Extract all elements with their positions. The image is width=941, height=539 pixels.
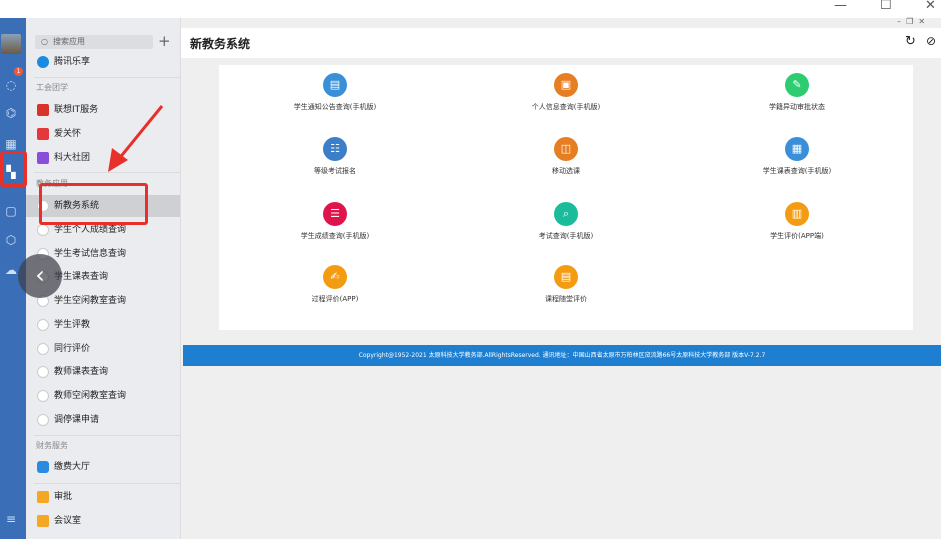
unread-badge: 1 <box>14 67 23 76</box>
compass-icon[interactable]: ⊘ <box>926 34 937 48</box>
app-tile[interactable]: ▤ 学生通知公告查询(手机版) <box>235 73 435 112</box>
sidebar-item[interactable]: 教师课表查询 <box>26 361 180 383</box>
app-icon: ☷ <box>323 137 347 161</box>
maximize-button[interactable]: ☐ <box>880 0 892 13</box>
app-icon: ▦ <box>785 137 809 161</box>
apps-icon[interactable]: ▚ <box>6 165 16 179</box>
sidebar-item[interactable]: 联想IT服务 <box>26 99 180 121</box>
page-title: 新教务系统 <box>190 37 251 51</box>
highlight-box <box>39 183 148 225</box>
title-bar: — ☐ ✕ <box>0 0 941 18</box>
app-label: 过程评价(APP) <box>311 295 359 303</box>
mini-window-controls[interactable]: – ❐ ✕ <box>897 17 926 26</box>
refresh-icon[interactable]: ↻ <box>905 34 916 49</box>
app-label: 学生通知公告查询(手机版) <box>293 103 377 111</box>
app-icon: ▥ <box>785 202 809 226</box>
app-icon: ☰ <box>323 202 347 226</box>
chat-icon[interactable]: ◌ <box>5 78 17 92</box>
highlight-box <box>0 151 27 187</box>
annotation-arrow <box>108 105 164 172</box>
app-label: 移动选课 <box>552 167 580 175</box>
add-button[interactable]: + <box>158 32 171 50</box>
sidebar-item[interactable]: 学生评教 <box>26 314 180 336</box>
app-tile[interactable]: ☰ 学生成绩查询(手机版) <box>235 202 435 241</box>
search-input[interactable]: ○ 搜索应用 <box>35 35 153 49</box>
sidebar-item[interactable]: 审批 <box>26 486 180 508</box>
main-panel: – ❐ ✕ 新教务系统 ↻ ⊘ ▤ 学生通知公告查询(手机版) ▣ 个人信息查询(手机… <box>181 17 941 539</box>
close-button[interactable]: ✕ <box>925 0 936 13</box>
sidebar-item[interactable]: 教师空闲教室查询 <box>26 385 180 407</box>
app-label: 课程随堂评价 <box>545 295 587 303</box>
page-header: 新教务系统 ↻ ⊘ <box>181 28 941 58</box>
app-tile[interactable]: ✍ 过程评价(APP) <box>235 265 435 304</box>
sidebar-item[interactable]: 调停课申请 <box>26 409 180 431</box>
app-label: 学籍异动审批状态 <box>769 103 825 111</box>
app-icon: ⌕ <box>554 202 578 226</box>
sidebar-item[interactable]: 腾讯乐享 <box>26 51 180 73</box>
app-tile[interactable]: ▦ 学生课表查询(手机版) <box>697 137 897 176</box>
app-label: 学生成绩查询(手机版) <box>300 232 370 240</box>
avatar[interactable] <box>1 34 21 54</box>
app-icon: ▤ <box>554 265 578 289</box>
footer: Copyright@1952-2021 太原科技大学教务部.AllRightsR… <box>183 345 941 366</box>
app-icon: ✍ <box>323 265 347 289</box>
sidebar-item[interactable]: 同行评价 <box>26 338 180 360</box>
section-title: 财务服务 <box>36 441 68 450</box>
w-icon[interactable]: ▢ <box>5 204 17 218</box>
app-icon: ◫ <box>554 137 578 161</box>
calendar-icon[interactable]: ▦ <box>5 137 17 151</box>
sidebar-item[interactable]: 缴费大厅 <box>26 456 180 478</box>
cloud-icon[interactable]: ☁ <box>5 263 17 277</box>
sidebar-item[interactable]: 爱关怀 <box>26 123 180 145</box>
app-tile[interactable]: ▥ 学生评价(APP端) <box>697 202 897 241</box>
back-button[interactable]: ‹ <box>18 254 62 298</box>
app-grid: ▤ 学生通知公告查询(手机版) ▣ 个人信息查询(手机版) ✎ 学籍异动审批状态 ☷ 等级考试… <box>219 65 913 330</box>
app-icon: ✎ <box>785 73 809 97</box>
app-label: 考试查询(手机版) <box>538 232 594 240</box>
app-label: 学生评价(APP端) <box>770 232 824 240</box>
chevron-left-icon: ‹ <box>35 261 45 289</box>
sidebar-item[interactable]: 会议室 <box>26 510 180 532</box>
app-label: 个人信息查询(手机版) <box>531 103 601 111</box>
app-tile[interactable]: ▤ 课程随堂评价 <box>466 265 666 304</box>
app-tile[interactable]: ◫ 移动选课 <box>466 137 666 176</box>
app-icon: ▤ <box>323 73 347 97</box>
app-tile[interactable]: ✎ 学籍异动审批状态 <box>697 73 897 112</box>
sidebar-item[interactable]: 科大社团 <box>26 147 180 169</box>
app-icon: ▣ <box>554 73 578 97</box>
app-tile[interactable]: ▣ 个人信息查询(手机版) <box>466 73 666 112</box>
org-icon[interactable]: ⌬ <box>5 106 17 120</box>
cube-icon[interactable]: ⬡ <box>5 233 17 247</box>
menu-icon[interactable]: ≡ <box>5 512 17 526</box>
app-tile[interactable]: ⌕ 考试查询(手机版) <box>466 202 666 241</box>
app-tile[interactable]: ☷ 等级考试报名 <box>235 137 435 176</box>
section-title: 工会团学 <box>36 83 68 92</box>
minimize-button[interactable]: — <box>834 0 847 13</box>
app-label: 等级考试报名 <box>314 167 356 175</box>
search-icon: ○ <box>41 37 48 46</box>
app-label: 学生课表查询(手机版) <box>762 167 832 175</box>
